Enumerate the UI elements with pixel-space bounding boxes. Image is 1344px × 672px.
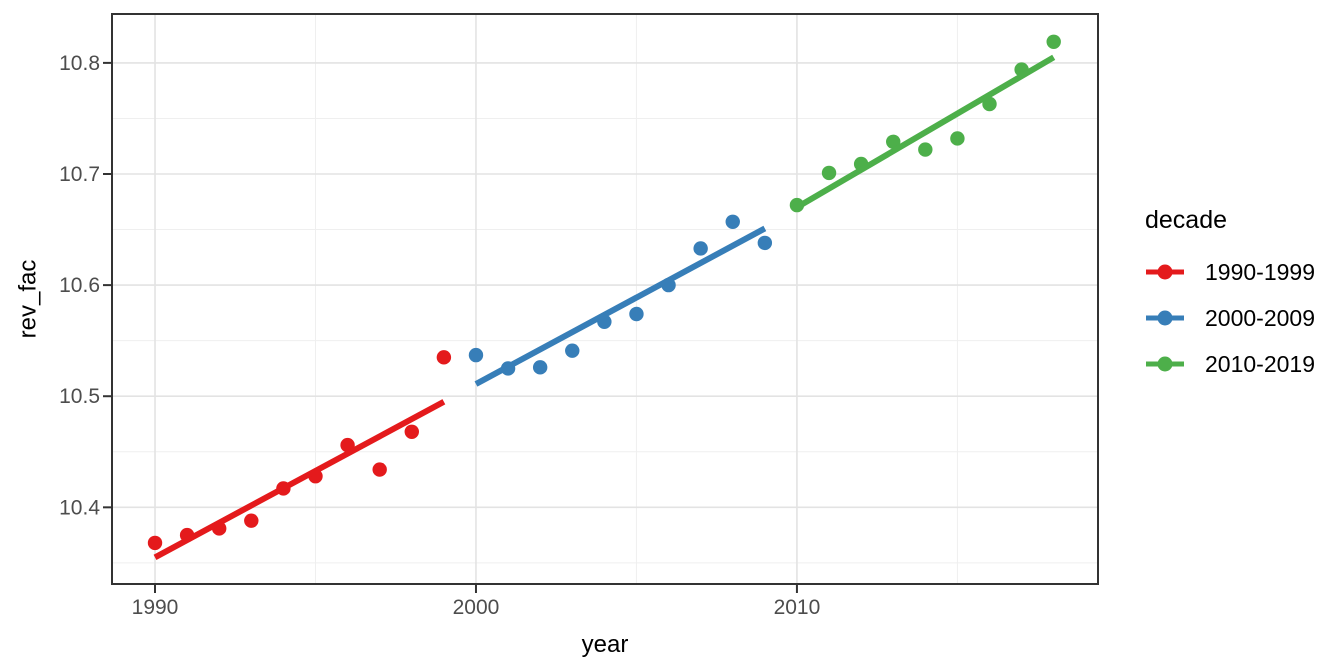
legend-key-icon bbox=[1146, 310, 1184, 326]
legend-entry-label: 1990-1999 bbox=[1205, 258, 1315, 285]
legend: decade 1990-1999 2000-2009 2010-2019 bbox=[1145, 206, 1315, 395]
legend-entry-label: 2010-2019 bbox=[1205, 350, 1315, 377]
legend-entries: 1990-1999 2000-2009 2010-2019 bbox=[1145, 257, 1315, 379]
x-tick-label: 2000 bbox=[453, 596, 500, 619]
legend-key-icon bbox=[1146, 356, 1184, 372]
y-tick-label: 10.4 bbox=[59, 496, 100, 519]
x-tick-label: 2010 bbox=[774, 596, 821, 619]
axes: 1990 2000 2010 10.4 10.5 10.6 10.7 10.8 bbox=[59, 52, 820, 619]
data-point bbox=[436, 350, 452, 365]
data-point bbox=[147, 535, 163, 551]
trend-line bbox=[153, 399, 446, 560]
series-1990-1999 bbox=[147, 350, 452, 560]
legend-entry: 2010-2019 bbox=[1145, 349, 1315, 379]
data-point bbox=[1046, 34, 1061, 49]
x-tick-label: 1990 bbox=[132, 596, 179, 619]
data-point bbox=[725, 214, 740, 229]
legend-entry-label: 2000-2009 bbox=[1205, 304, 1315, 331]
gridlines-major bbox=[112, 14, 1098, 584]
y-tick-label: 10.6 bbox=[59, 274, 100, 297]
trend-line bbox=[795, 54, 1056, 210]
y-tick-label: 10.7 bbox=[59, 163, 100, 186]
legend-entry: 2000-2009 bbox=[1145, 303, 1315, 333]
data-point bbox=[404, 424, 419, 439]
data-point bbox=[950, 131, 965, 146]
data-point bbox=[918, 142, 933, 157]
y-axis-title: rev_fac bbox=[14, 259, 42, 339]
data-point bbox=[629, 306, 644, 322]
data-point bbox=[372, 462, 387, 477]
data-point bbox=[244, 513, 259, 528]
data-point bbox=[565, 343, 580, 358]
x-axis-title: year bbox=[581, 631, 629, 658]
y-axis-title-wrap: rev_fac bbox=[0, 14, 56, 584]
data-point bbox=[886, 134, 901, 149]
data-point bbox=[693, 241, 708, 256]
legend-key-icon bbox=[1146, 264, 1184, 280]
series-2000-2009 bbox=[468, 214, 773, 387]
y-tick-label: 10.5 bbox=[59, 385, 100, 408]
panel-border bbox=[111, 13, 1099, 585]
data-point bbox=[532, 360, 548, 375]
data-point bbox=[821, 165, 837, 181]
data-point bbox=[468, 347, 484, 363]
trend-line bbox=[474, 225, 767, 387]
y-tick-label: 10.8 bbox=[59, 52, 100, 75]
legend-title: decade bbox=[1145, 206, 1228, 234]
data-point bbox=[757, 235, 773, 251]
legend-entry: 1990-1999 bbox=[1145, 257, 1315, 287]
series-2010-2019 bbox=[789, 34, 1061, 213]
